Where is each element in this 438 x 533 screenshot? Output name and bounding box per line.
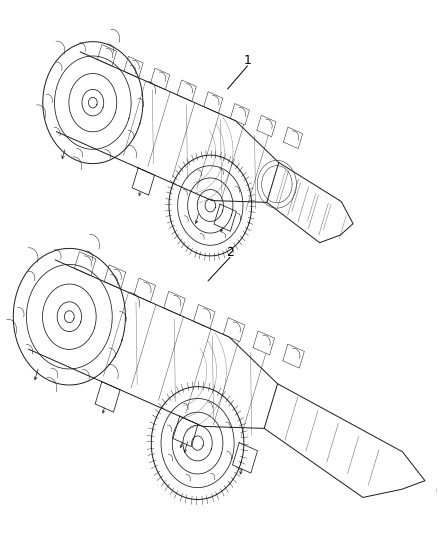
Text: 1: 1 <box>244 54 251 67</box>
Text: 2: 2 <box>226 246 234 259</box>
